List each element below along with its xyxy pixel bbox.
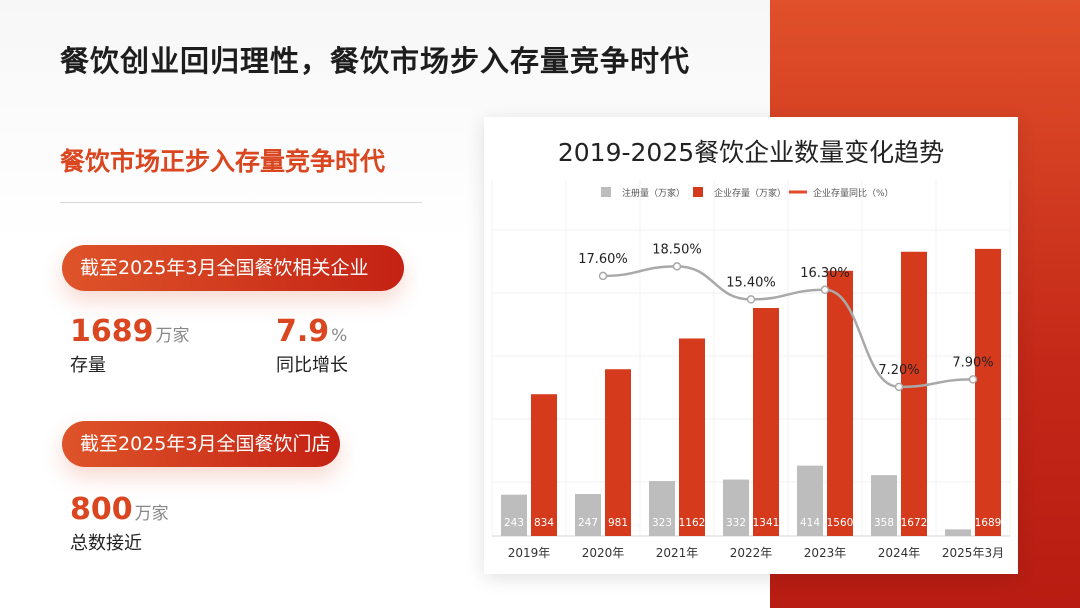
- bar-label-registrations: 39: [951, 517, 964, 529]
- bar-stock: [531, 394, 557, 536]
- bar-stock: [679, 338, 705, 536]
- stock-unit: 万家: [155, 326, 190, 346]
- stock-stat: 1689 万家 存量: [70, 314, 190, 377]
- line-point: [672, 262, 682, 271]
- growth-unit: %: [331, 326, 348, 346]
- line-point-label: 7.20%: [878, 363, 919, 378]
- bar-stock: [901, 251, 927, 536]
- legend-swatch: [601, 187, 611, 197]
- bar-label-stock: 1672: [901, 517, 928, 529]
- store-stat: 800 万家 总数接近: [70, 492, 169, 555]
- page-title: 餐饮创业回归理性，餐饮市场步入存量竞争时代: [60, 44, 691, 78]
- enterprise-trend-chart: 2019-2025餐饮企业数量变化趋势 注册量（万家） 企业存量（万家） 企业存量同…: [491, 138, 1011, 560]
- bar-label-stock: 834: [534, 517, 554, 529]
- bar-registrations: [649, 481, 675, 536]
- line-point: [894, 382, 904, 392]
- x-tick-label: 2019年: [508, 546, 551, 560]
- bar-stock: [975, 248, 1001, 536]
- line-point-label: 18.50%: [652, 242, 702, 257]
- x-tick-label: 2020年: [582, 546, 625, 560]
- bar-stock: [753, 308, 779, 536]
- store-label: 总数接近: [70, 533, 142, 554]
- x-tick-label: 2022年: [730, 546, 773, 560]
- line-point-label: 15.40%: [726, 275, 776, 290]
- line-point-label: 16.30%: [800, 266, 850, 281]
- bar-label-registrations: 332: [726, 517, 746, 529]
- divider: [60, 202, 422, 203]
- stock-label: 存量: [70, 355, 106, 376]
- chart-title: 2019-2025餐饮企业数量变化趋势: [558, 138, 944, 167]
- bar-registrations: [871, 475, 897, 536]
- x-tick-label: 2023年: [804, 546, 847, 560]
- bar-registrations: [797, 465, 823, 536]
- legend-label: 企业存量（万家）: [714, 187, 786, 199]
- enterprise-pill-label: 截至2025年3月全国餐饮相关企业: [62, 245, 404, 291]
- bar-label-registrations: 243: [504, 517, 524, 529]
- bar-label-registrations: 323: [652, 517, 672, 529]
- line-point-label: 17.60%: [578, 252, 628, 267]
- bar-label-registrations: 247: [578, 517, 598, 529]
- line-point: [746, 295, 756, 304]
- legend-label: 注册量（万家）: [622, 187, 685, 199]
- bar-label-registrations: 358: [874, 517, 894, 529]
- bar-label-stock: 1162: [679, 517, 706, 529]
- bar-registrations: [501, 494, 527, 536]
- growth-stat: 7.9% 同比增长: [276, 314, 348, 377]
- chart-card: 2019-2025餐饮企业数量变化趋势 注册量（万家） 企业存量（万家） 企业存量同…: [484, 117, 1018, 574]
- x-tick-label: 2021年: [656, 546, 699, 560]
- growth-label: 同比增长: [276, 355, 348, 376]
- bar-label-stock: 1341: [753, 517, 780, 529]
- store-unit: 万家: [134, 504, 169, 524]
- bar-label-stock: 1689: [975, 517, 1002, 529]
- x-tick-label: 2024年: [878, 546, 921, 560]
- store-value: 800: [70, 492, 133, 527]
- x-tick-label: 2025年3月: [942, 546, 1004, 560]
- line-point: [598, 271, 608, 281]
- growth-value: 7.9: [276, 314, 330, 349]
- bar-registrations: [723, 479, 749, 536]
- bar-stock: [827, 270, 853, 536]
- line-point: [968, 375, 978, 384]
- bar-registrations: [575, 494, 601, 536]
- bar-label-stock: 981: [608, 517, 628, 529]
- legend-label: 企业存量同比（%）: [813, 187, 894, 199]
- bar-label-registrations: 414: [800, 517, 820, 529]
- stock-value: 1689: [70, 314, 154, 349]
- bar-registrations: [945, 529, 971, 536]
- store-pill-label: 截至2025年3月全国餐饮门店: [62, 421, 340, 467]
- bar-stock: [605, 369, 631, 536]
- line-point-label: 7.90%: [952, 355, 993, 370]
- line-point: [820, 285, 830, 295]
- bar-label-stock: 1560: [827, 517, 854, 529]
- legend-swatch: [693, 187, 703, 197]
- section-subtitle: 餐饮市场正步入存量竞争时代: [60, 147, 386, 176]
